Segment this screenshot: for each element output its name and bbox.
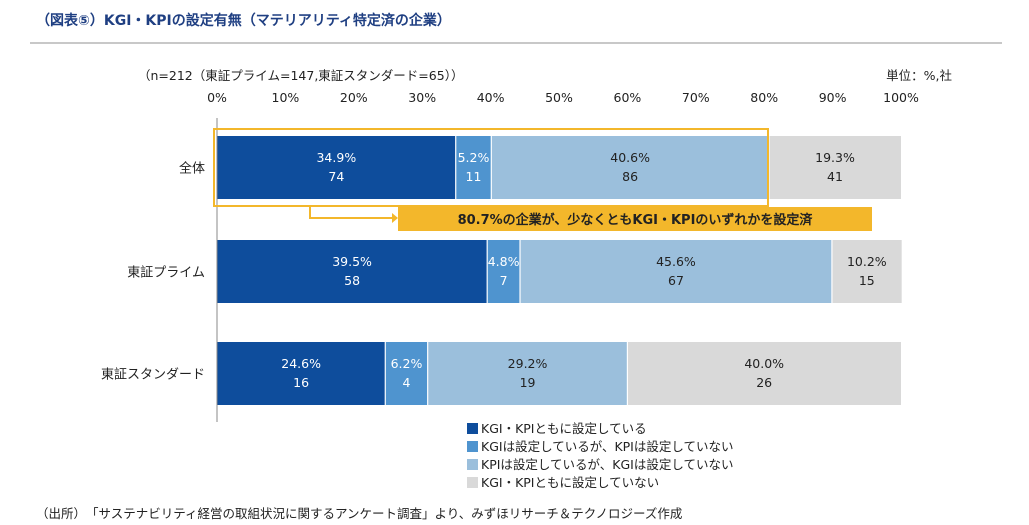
- legend-swatch: [467, 477, 478, 488]
- x-tick-label: 70%: [682, 90, 710, 105]
- highlight-connector: [309, 206, 392, 219]
- bar-count-label: 41: [827, 169, 843, 184]
- highlight-arrowhead: [392, 213, 398, 223]
- x-tick-label: 50%: [545, 90, 573, 105]
- bar-count-label: 4: [402, 375, 410, 390]
- bar-percent-label: 40.0%: [744, 356, 784, 371]
- x-tick-label: 60%: [614, 90, 642, 105]
- highlight-callout-text: 80.7%の企業が、少なくともKGI・KPIのいずれかを設定済: [458, 212, 814, 228]
- legend-label: KPIは設定しているが、KGIは設定していない: [481, 457, 734, 472]
- sample-note: （n=212（東証プライム=147,東証スタンダード=65））: [138, 68, 463, 83]
- bar-percent-label: 4.8%: [488, 254, 520, 269]
- bar-percent-label: 34.9%: [316, 150, 356, 165]
- page-title: （図表⑤）KGI・KPIの設定有無（マテリアリティ特定済の企業）: [36, 13, 451, 29]
- bar-count-label: 11: [466, 169, 482, 184]
- x-tick-label: 0%: [207, 90, 227, 105]
- legend-swatch: [467, 423, 478, 434]
- bar-count-label: 74: [328, 169, 344, 184]
- bar-count-label: 86: [622, 169, 638, 184]
- bar-segment: [831, 240, 902, 303]
- bar-percent-label: 39.5%: [332, 254, 372, 269]
- bar-count-label: 15: [859, 273, 875, 288]
- bar-segment: [768, 136, 901, 199]
- highlight-callout-box: [398, 207, 872, 231]
- x-tick-label: 10%: [272, 90, 300, 105]
- x-tick-label: 100%: [883, 90, 919, 105]
- x-tick-label: 20%: [340, 90, 368, 105]
- bar-segment: [427, 342, 628, 405]
- bar-count-label: 58: [344, 273, 360, 288]
- bar-segment: [491, 136, 769, 199]
- bar-percent-label: 29.2%: [508, 356, 548, 371]
- x-axis-ticks: 0% 10% 20% 30% 40% 50% 60% 70% 80% 90% 100%: [207, 90, 919, 105]
- bar-count-label: 16: [293, 375, 309, 390]
- x-tick-label: 80%: [750, 90, 778, 105]
- bar-count-label: 26: [756, 375, 772, 390]
- bar-count-label: 19: [520, 375, 536, 390]
- bar-percent-label: 10.2%: [847, 254, 887, 269]
- bar-segment: [217, 240, 488, 303]
- category-label: 東証プライム: [127, 265, 205, 281]
- stacked-bar-chart: （n=212（東証プライム=147,東証スタンダード=65）） 単位：%,社 0…: [101, 68, 952, 490]
- legend-label: KGI・KPIともに設定していない: [481, 475, 659, 490]
- bar-percent-label: 19.3%: [815, 150, 855, 165]
- bar-percent-label: 45.6%: [656, 254, 696, 269]
- legend-label: KGIは設定しているが、KPIは設定していない: [481, 439, 734, 454]
- bar-count-label: 67: [668, 273, 684, 288]
- bar-segment: [520, 240, 832, 303]
- title-divider: [30, 42, 1002, 44]
- legend-swatch: [467, 459, 478, 470]
- bar-percent-label: 6.2%: [391, 356, 423, 371]
- bar-percent-label: 5.2%: [458, 150, 490, 165]
- bar-count-label: 7: [500, 273, 508, 288]
- bar-segment: [487, 240, 521, 303]
- category-label: 東証スタンダード: [101, 367, 205, 383]
- bar-percent-label: 24.6%: [281, 356, 321, 371]
- legend-label: KGI・KPIともに設定している: [481, 421, 647, 436]
- bar-segment: [217, 136, 456, 199]
- unit-note: 単位：%,社: [886, 68, 952, 83]
- bar-segment: [217, 342, 386, 405]
- highlight-frame: [213, 128, 769, 207]
- bars-group: 34.9%745.2%1140.6%8619.3%4139.5%584.8%74…: [217, 136, 902, 405]
- highlight-annotation: 80.7%の企業が、少なくともKGI・KPIのいずれかを設定済: [213, 128, 872, 231]
- x-tick-label: 40%: [477, 90, 505, 105]
- bar-segment: [455, 136, 492, 199]
- source-footnote: （出所） 「サステナビリティ経営の取組状況に関するアンケート調査」より、みずほリ…: [36, 506, 683, 521]
- x-tick-label: 90%: [819, 90, 847, 105]
- x-tick-label: 30%: [408, 90, 436, 105]
- bar-segment: [627, 342, 901, 405]
- bar-percent-label: 40.6%: [610, 150, 650, 165]
- legend-swatch: [467, 441, 478, 452]
- legend: KGI・KPIともに設定している KGIは設定しているが、KPIは設定していない K…: [467, 421, 734, 490]
- bar-segment: [385, 342, 428, 405]
- category-label: 全体: [179, 161, 205, 177]
